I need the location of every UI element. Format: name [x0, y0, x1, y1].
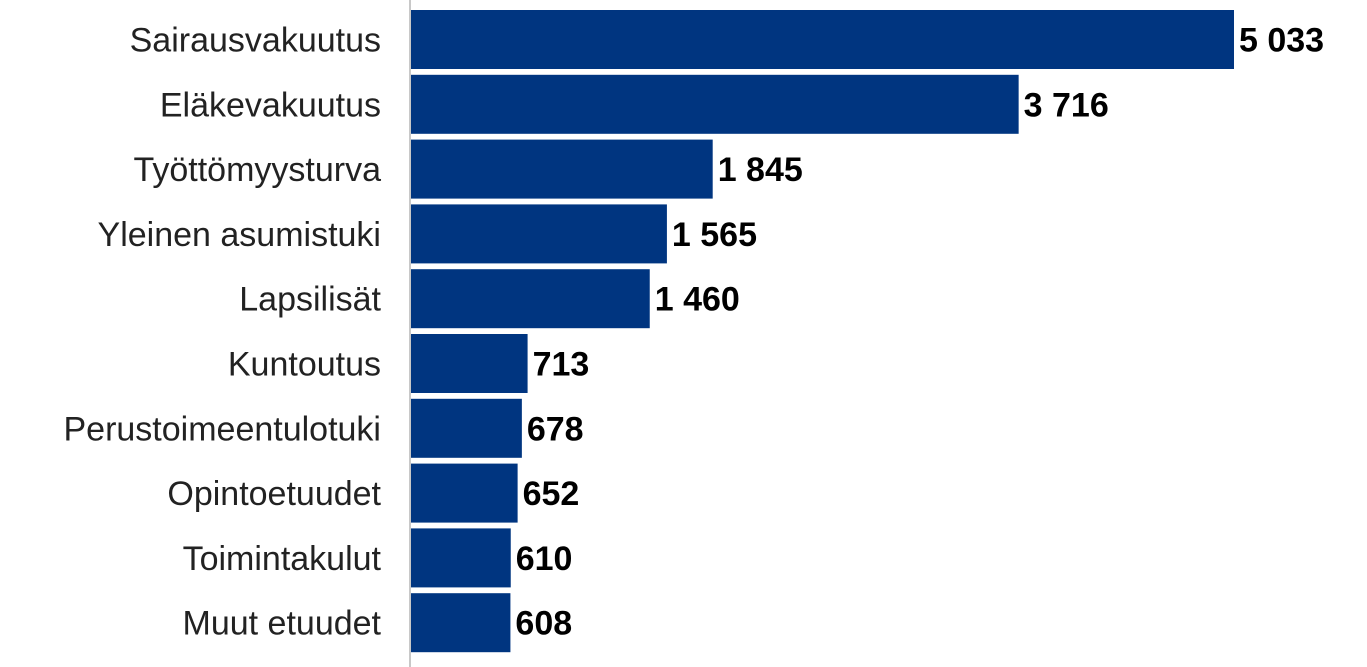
- value-label: 3 716: [1024, 86, 1109, 124]
- value-label: 5 033: [1239, 22, 1324, 60]
- category-label: Opintoetuudet: [167, 475, 381, 513]
- bar: [411, 463, 518, 523]
- bars-group: [411, 10, 1234, 653]
- bar: [411, 74, 1019, 134]
- category-label: Muut etuudet: [183, 605, 382, 643]
- bar: [411, 593, 511, 653]
- value-label: 610: [516, 540, 573, 578]
- value-label: 713: [533, 346, 590, 384]
- category-label: Perustoimeentulotuki: [63, 410, 381, 448]
- category-label: Yleinen asumistuki: [98, 216, 381, 254]
- value-label: 678: [527, 410, 584, 448]
- category-label: Lapsilisät: [239, 281, 381, 319]
- category-label: Toimintakulut: [183, 540, 382, 578]
- category-label: Työttömyysturva: [133, 151, 381, 189]
- category-label: Kuntoutus: [228, 346, 381, 384]
- bar: [411, 528, 511, 588]
- value-label: 652: [523, 475, 580, 513]
- bar: [411, 334, 528, 393]
- value-label: 608: [515, 605, 572, 643]
- category-label: Eläkevakuutus: [160, 86, 381, 124]
- category-label: Sairausvakuutus: [130, 22, 381, 60]
- value-label: 1 565: [672, 216, 757, 254]
- value-label: 1 845: [718, 151, 803, 189]
- category-labels-group: Sairausvakuutus Eläkevakuutus Työttömyystu…: [63, 22, 381, 643]
- bar: [411, 204, 667, 264]
- bar: [411, 10, 1234, 69]
- value-label: 1 460: [655, 281, 740, 319]
- value-labels-group: 5 033 3 716 1 845 1 565 1 460 713 678 652 610 608: [515, 22, 1324, 643]
- bar: [411, 398, 522, 458]
- bar: [411, 269, 650, 329]
- bar: [411, 139, 713, 199]
